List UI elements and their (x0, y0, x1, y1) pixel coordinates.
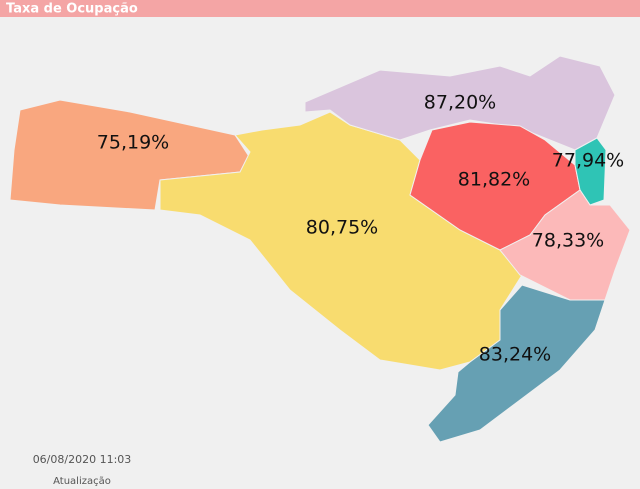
region-label: 78,33% (532, 230, 604, 252)
map: 75,19% 80,75% 87,20% 81,82% 77,94% 78,33% 83,2… (9, 55, 631, 443)
header-bar (0, 0, 640, 17)
region-label: 87,20% (424, 92, 496, 114)
region-label: 81,82% (458, 169, 530, 191)
region-label: 75,19% (97, 132, 169, 154)
update-timestamp: 06/08/2020 11:03 (33, 453, 132, 466)
header-title: Taxa de Ocupação (6, 2, 138, 17)
region-label: 80,75% (306, 217, 378, 239)
region-label: 77,94% (552, 150, 624, 172)
update-caption: Atualização (53, 476, 111, 487)
region (574, 137, 607, 206)
region (499, 189, 631, 301)
region (9, 99, 251, 211)
region-label: 83,24% (479, 344, 551, 366)
region (427, 284, 606, 443)
